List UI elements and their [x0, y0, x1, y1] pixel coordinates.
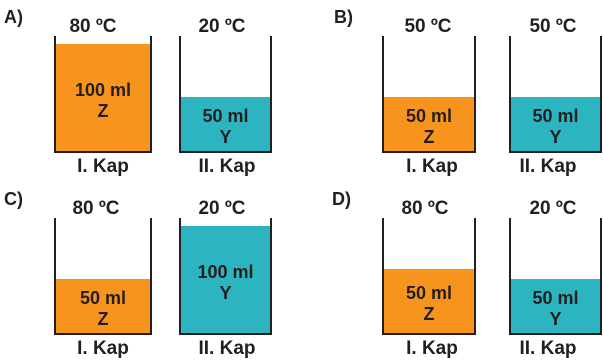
liquid-volume: 50 ml [532, 288, 579, 309]
beaker-2: 100 ml Y [179, 218, 272, 335]
beaker-2: 50 ml Y [179, 36, 272, 153]
beaker-caption: I. Kap [406, 338, 458, 359]
beaker-caption: II. Kap [519, 156, 577, 177]
liquid-label: Z [97, 100, 109, 121]
beaker-2: 50 ml Y [509, 218, 602, 335]
liquid-volume: 50 ml [405, 283, 453, 304]
beaker-caption: I. Kap [406, 156, 458, 177]
liquid-label: Y [219, 126, 232, 147]
liquid-z: 100 ml Z [56, 44, 150, 151]
liquid-label: Y [549, 126, 562, 147]
beaker-caption: I. Kap [77, 156, 129, 177]
beaker-temperature: 50 ºC [404, 16, 452, 37]
beaker-1: 50 ml Z [54, 218, 152, 335]
liquid-label: Z [423, 303, 435, 324]
option-letter: B) [334, 7, 353, 27]
option-letter: A) [4, 7, 23, 27]
liquid-label: Y [219, 282, 232, 303]
liquid-y: 50 ml Y [511, 96, 600, 151]
liquid-volume: 50 ml [202, 106, 249, 127]
liquid-volume: 100 ml [197, 261, 254, 282]
beaker-1: 50 ml Z [382, 218, 476, 335]
liquid-volume: 50 ml [532, 106, 579, 127]
liquid-z: 50 ml Z [384, 268, 474, 333]
liquid-volume: 50 ml [79, 288, 127, 309]
liquid-y: 50 ml Y [511, 278, 600, 333]
liquid-z: 50 ml Z [56, 278, 150, 333]
beaker-temperature: 20 ºC [198, 16, 246, 37]
liquid-volume: 50 ml [405, 106, 453, 127]
option-letter: D) [332, 189, 351, 209]
beaker-caption: I. Kap [77, 338, 129, 359]
beaker-caption: II. Kap [198, 156, 256, 177]
liquid-label: Y [549, 308, 562, 329]
liquid-y: 50 ml Y [181, 96, 270, 151]
beaker-1: 50 ml Z [382, 36, 476, 153]
beaker-temperature: 50 ºC [529, 16, 577, 37]
liquid-label: Z [97, 308, 109, 329]
liquid-volume: 100 ml [74, 79, 132, 100]
beaker-caption: II. Kap [198, 338, 256, 359]
beaker-temperature: 80 ºC [401, 198, 449, 219]
beaker-temperature: 20 ºC [198, 198, 246, 219]
beaker-2: 50 ml Y [509, 36, 602, 153]
beaker-1: 100 ml Z [54, 36, 152, 153]
beaker-temperature: 20 ºC [529, 198, 577, 219]
liquid-y: 100 ml Y [181, 226, 270, 333]
beaker-caption: II. Kap [519, 338, 577, 359]
liquid-label: Z [423, 126, 435, 147]
option-letter: C) [4, 189, 23, 209]
liquid-z: 50 ml Z [384, 96, 474, 151]
beaker-temperature: 80 ºC [72, 198, 120, 219]
beaker-temperature: 80 ºC [69, 16, 117, 37]
